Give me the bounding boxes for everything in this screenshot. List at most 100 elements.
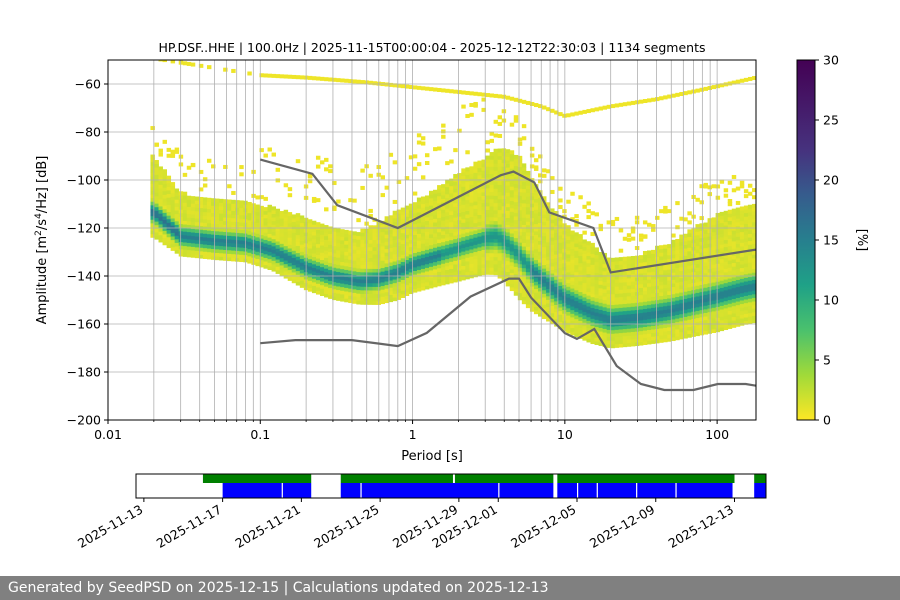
heatmap-cell (715, 245, 721, 250)
heatmap-cell (287, 255, 293, 260)
heatmap-cell (606, 286, 612, 291)
heatmap-cell (747, 219, 753, 224)
heatmap-cell (554, 286, 559, 291)
heatmap-cell (457, 223, 462, 228)
heatmap-cell (340, 279, 345, 284)
heatmap-cell (295, 223, 301, 228)
heatmap-cell (481, 263, 486, 268)
heatmap-cell (533, 284, 539, 289)
heatmap-cell (497, 260, 503, 265)
heatmap-cell (602, 285, 608, 290)
heatmap-cell (215, 245, 220, 250)
heatmap-cell (703, 319, 708, 324)
heatmap-cell (259, 252, 264, 257)
heatmap-cell (663, 255, 668, 260)
heatmap-cell (663, 287, 668, 292)
heatmap-cell (735, 186, 741, 191)
heatmap-cell (683, 273, 688, 278)
heatmap-cell (336, 242, 341, 247)
heatmap-cell (239, 258, 244, 263)
heatmap-cell (751, 207, 756, 212)
heatmap-cell (198, 204, 204, 209)
heatmap-cell (626, 303, 632, 308)
heatmap-cell (739, 292, 745, 297)
heatmap-cell (719, 287, 725, 292)
heatmap-cell (719, 244, 725, 249)
heatmap-cell (727, 270, 733, 275)
heatmap-cell (554, 236, 559, 241)
heatmap-cell (687, 261, 692, 266)
heatmap-cell (441, 234, 446, 239)
heatmap-cell (731, 212, 737, 217)
heatmap-cell (295, 234, 301, 239)
heatmap-cell (295, 267, 301, 272)
heatmap-cell (372, 236, 377, 241)
heatmap-cell (158, 166, 163, 171)
heatmap-cell (638, 294, 644, 299)
heatmap-cell (433, 204, 438, 209)
heatmap-cell (368, 261, 373, 266)
heatmap-cell (315, 258, 321, 263)
heatmap-cell (550, 280, 555, 285)
heatmap-cell (598, 334, 603, 339)
timeline-tick-label: 2025-11-25 (311, 502, 381, 551)
heatmap-cell (622, 303, 628, 308)
heatmap-cell (360, 300, 365, 305)
heatmap-cell (586, 320, 591, 325)
heatmap-cell (655, 317, 660, 322)
heatmap-cell (162, 180, 167, 185)
heatmap-cell (388, 294, 394, 299)
heatmap-cell (368, 293, 373, 298)
heatmap-cell (542, 289, 547, 294)
heatmap-cell (158, 195, 163, 200)
heatmap-cell (582, 293, 587, 298)
heatmap-cell (626, 295, 632, 300)
heatmap-cell (408, 286, 414, 291)
heatmap-cell (449, 218, 454, 223)
heatmap-cell (384, 281, 390, 286)
heatmap-cell (340, 254, 345, 259)
heatmap-cell (655, 252, 660, 257)
heatmap-cell (481, 170, 486, 175)
heatmap-cell (497, 220, 503, 225)
heatmap-cell (509, 218, 515, 223)
heatmap-cell (675, 311, 680, 316)
heatmap-cell (202, 200, 208, 205)
heatmap-cell (279, 257, 285, 262)
y-tick-label: −120 (67, 221, 101, 236)
heatmap-cell (719, 247, 725, 252)
heatmap-cell (735, 308, 741, 313)
heatmap-cell (469, 102, 474, 107)
heatmap-cell (578, 280, 583, 285)
heatmap-cell (320, 288, 325, 293)
heatmap-cell (699, 226, 704, 231)
heatmap-cell (493, 119, 499, 124)
heatmap-cell (206, 205, 212, 209)
heatmap-cell (703, 305, 708, 310)
heatmap-cell (469, 263, 474, 268)
heatmap-cell (687, 211, 692, 216)
heatmap-cell (320, 270, 325, 275)
heatmap-cell (719, 280, 725, 285)
heatmap-cell (578, 316, 583, 321)
heatmap-cell (655, 278, 660, 283)
heatmap-cell (404, 176, 410, 181)
heatmap-cell (283, 267, 289, 272)
heatmap-cell (380, 246, 385, 251)
heatmap-cell (416, 204, 422, 209)
heatmap-cell (497, 184, 503, 189)
heatmap-cell (550, 266, 555, 271)
heatmap-cell (739, 220, 745, 225)
heatmap-cell (190, 62, 196, 67)
heatmap-cell (247, 255, 252, 260)
heatmap-cell (461, 197, 466, 202)
heatmap-cell (642, 276, 648, 281)
heatmap-cell (424, 224, 430, 229)
heatmap-cell (558, 278, 563, 283)
heatmap-cell (719, 319, 725, 324)
heatmap-cell (206, 226, 212, 231)
heatmap-cell (360, 235, 365, 240)
heatmap-cell (505, 232, 511, 237)
heatmap-cell (574, 250, 579, 255)
heatmap-cell (715, 270, 721, 275)
